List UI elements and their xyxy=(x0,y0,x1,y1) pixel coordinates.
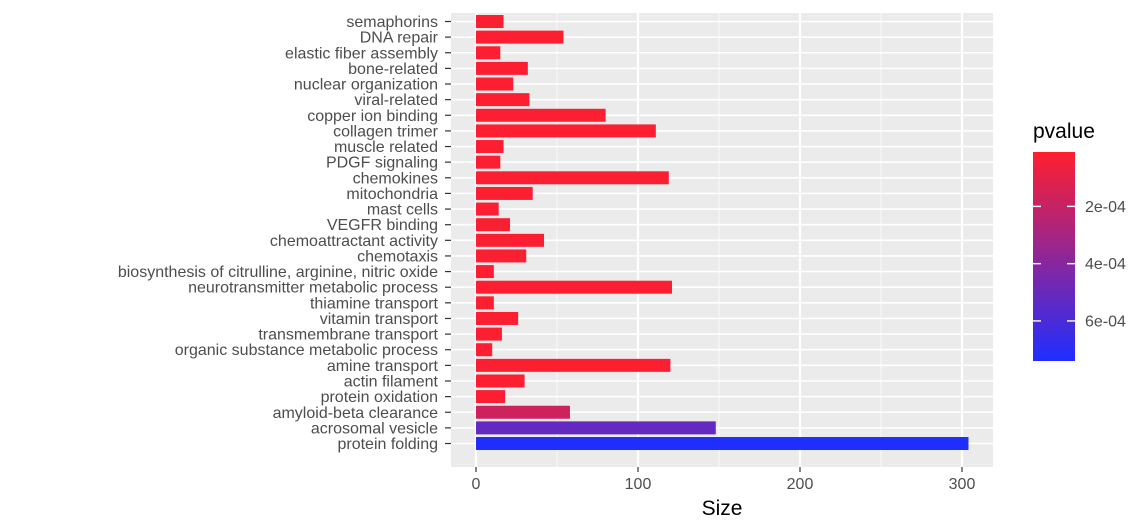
bar xyxy=(476,280,673,294)
category-label: muscle related xyxy=(334,139,438,156)
bar xyxy=(476,327,502,341)
category-label: chemotaxis xyxy=(357,248,438,265)
bar xyxy=(476,30,564,44)
bar xyxy=(476,155,501,169)
category-ticks xyxy=(445,20,451,445)
bar xyxy=(476,124,656,138)
category-label: viral-related xyxy=(354,92,438,109)
bar xyxy=(476,296,494,310)
category-label: amyloid-beta clearance xyxy=(273,405,439,422)
category-label: semaphorins xyxy=(346,14,438,31)
legend-tick-label: 4e-04 xyxy=(1085,256,1126,273)
x-tick-label: 300 xyxy=(949,476,976,493)
bar xyxy=(476,233,545,247)
category-label: bone-related xyxy=(348,61,438,78)
x-axis-ticks: 0 100 200 300 xyxy=(472,467,976,493)
category-label: collagen trimer xyxy=(333,123,439,140)
bar xyxy=(476,374,525,388)
category-label: DNA repair xyxy=(360,30,439,47)
category-label: elastic fiber assembly xyxy=(285,45,438,62)
x-tick-label: 0 xyxy=(472,476,481,493)
category-label: copper ion binding xyxy=(307,108,438,125)
legend-title: pvalue xyxy=(1033,120,1095,143)
bar xyxy=(476,437,969,451)
category-label: neurotransmitter metabolic process xyxy=(188,280,438,297)
category-label: mast cells xyxy=(367,202,438,219)
category-label: amine transport xyxy=(327,358,439,375)
bar xyxy=(476,421,716,435)
legend-tick-label: 2e-04 xyxy=(1085,199,1126,216)
bar xyxy=(476,249,527,263)
bar xyxy=(476,358,671,372)
bar xyxy=(476,77,514,91)
bar xyxy=(476,186,533,200)
x-axis-title: Size xyxy=(702,497,743,520)
bar xyxy=(476,311,519,325)
category-label: acrosomal vesicle xyxy=(311,420,438,437)
bar xyxy=(476,390,506,404)
category-label: PDGF signaling xyxy=(326,155,438,172)
category-label: VEGFR binding xyxy=(327,217,438,234)
category-label: chemoattractant activity xyxy=(270,233,438,250)
bar xyxy=(476,93,530,107)
bar xyxy=(476,108,606,122)
category-label: organic substance metabolic process xyxy=(175,342,438,359)
bar xyxy=(476,405,570,419)
category-label: protein oxidation xyxy=(321,389,438,406)
bars xyxy=(476,15,969,451)
bar xyxy=(476,202,499,216)
bar xyxy=(476,343,493,357)
bar xyxy=(476,46,501,60)
category-label: actin filament xyxy=(344,373,439,390)
legend-ticks: 2e-04 4e-04 6e-04 xyxy=(1033,199,1126,330)
bar xyxy=(476,265,494,279)
x-tick-label: 200 xyxy=(787,476,814,493)
category-label: protein folding xyxy=(337,436,438,453)
category-label: biosynthesis of citrulline, arginine, ni… xyxy=(118,264,438,281)
bar xyxy=(476,15,504,28)
category-label: transmembrane transport xyxy=(258,327,438,344)
bar xyxy=(476,218,511,232)
x-tick-label: 100 xyxy=(625,476,652,493)
bar xyxy=(476,61,528,75)
category-label: nuclear organization xyxy=(294,77,438,94)
category-label: chemokines xyxy=(353,170,438,187)
legend-colorbar xyxy=(1033,152,1075,361)
bar xyxy=(476,140,504,154)
category-label: thiamine transport xyxy=(310,295,439,312)
legend-tick-label: 6e-04 xyxy=(1085,313,1126,330)
bar xyxy=(476,171,669,185)
category-label: mitochondria xyxy=(346,186,438,203)
category-label: vitamin transport xyxy=(320,311,439,328)
